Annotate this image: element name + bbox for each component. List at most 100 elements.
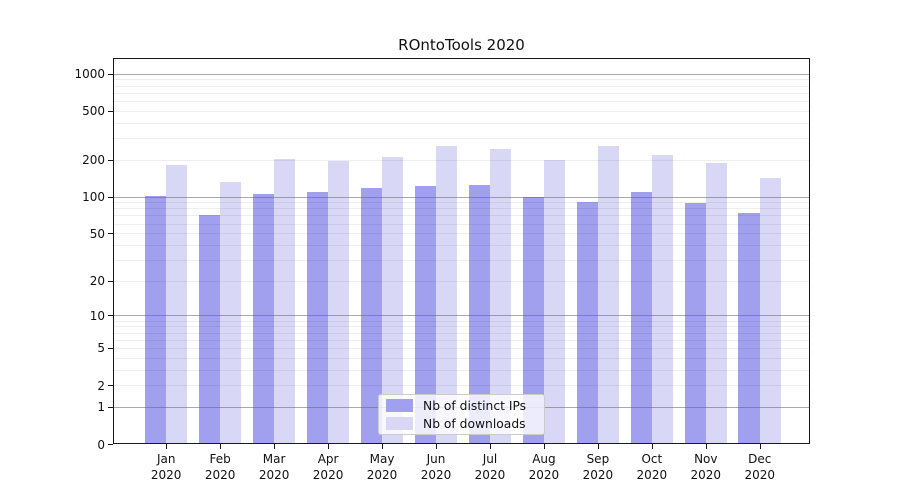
bar-distinct-ips-mar [252,194,275,444]
gridline-3 [113,369,810,371]
gridline-50 [113,233,810,235]
y-tick-label-1000: 1000 [74,67,105,82]
x-tick-dec [759,444,761,449]
y-tick-5 [108,347,113,349]
bar-distinct-ips-oct [630,192,652,444]
gridline-20 [113,280,810,282]
gridline-2 [113,385,810,387]
bar-downloads-dec [759,178,782,444]
x-tick-label-sep: Sep 2020 [582,452,614,482]
y-tick-0 [108,444,113,445]
y-tick-10 [108,315,113,317]
bar-downloads-jul [489,149,512,444]
x-tick-label-mar: Mar 2020 [258,452,290,482]
y-tick-200 [108,159,113,161]
x-tick-may [382,444,384,449]
x-tick-label-apr: Apr 2020 [312,452,344,482]
gridline-5 [113,347,810,349]
x-tick-jul [489,444,491,449]
y-tick-label-1: 1 [97,400,105,415]
gridline-800 [113,85,810,87]
bar-distinct-ips-dec [738,212,760,444]
gridline-40 [113,244,810,246]
x-tick-feb [220,444,222,449]
x-tick-apr [328,444,330,449]
gridline-600 [113,100,810,102]
x-tick-label-jan: Jan 2020 [150,452,182,482]
bar-downloads-oct [651,154,674,444]
y-tick-label-5: 5 [97,341,105,356]
x-tick-jan [166,444,168,449]
bar-distinct-ips-jun [414,186,436,444]
x-tick-label-feb: Feb 2020 [204,452,236,482]
gridline-10 [113,315,810,317]
gridline-900 [113,79,810,81]
legend-swatch-distinct-ips [386,399,413,412]
legend-item-downloads: Nb of downloads [386,416,537,431]
x-tick-label-jul: Jul 2020 [474,452,506,482]
gridline-400 [113,122,810,124]
y-tick-label-10: 10 [89,308,105,323]
gridline-8 [113,326,810,328]
bar-distinct-ips-nov [684,202,706,444]
gridline-4 [113,357,810,359]
x-tick-jun [436,444,437,449]
x-tick-label-aug: Aug 2020 [528,452,560,482]
legend: Nb of distinct IPs Nb of downloads [378,394,545,435]
bar-distinct-ips-feb [198,215,221,444]
y-tick-label-0: 0 [97,437,105,452]
y-tick-label-20: 20 [89,274,105,289]
gridline-30 [113,259,810,261]
bar-downloads-mar [274,158,296,444]
legend-swatch-downloads [386,417,413,430]
bar-downloads-feb [220,181,242,444]
bar-distinct-ips-jul [468,185,490,444]
x-tick-mar [274,444,276,449]
y-tick-label-200: 200 [82,153,105,168]
legend-item-distinct-ips: Nb of distinct IPs [386,398,537,413]
y-tick-1000 [108,73,113,75]
x-tick-label-dec: Dec 2020 [744,452,776,482]
gridline-700 [113,92,810,94]
x-tick-sep [597,444,599,449]
y-tick-1 [108,406,113,408]
y-tick-500 [108,110,113,112]
legend-label-downloads: Nb of downloads [423,416,526,431]
gridline-6 [113,339,810,341]
gridline-9 [113,320,810,322]
bar-distinct-ips-aug [522,196,544,444]
y-tick-2 [108,385,113,387]
gridline-60 [113,223,810,225]
y-tick-20 [108,280,113,282]
y-tick-label-100: 100 [82,190,105,205]
bar-downloads-nov [705,162,728,444]
x-tick-nov [705,444,707,449]
x-tick-aug [543,444,545,449]
gridline-7 [113,332,810,334]
gridline-1000 [113,73,810,75]
bar-downloads-aug [543,160,566,444]
bar-distinct-ips-apr [306,191,329,444]
chart-title: ROntoTools 2020 [398,36,525,54]
bar-downloads-sep [597,146,620,444]
y-tick-label-2: 2 [97,378,105,393]
x-tick-label-jun: Jun 2020 [420,452,452,482]
bar-distinct-ips-sep [576,201,598,444]
bar-downloads-jun [436,146,458,444]
bar-downloads-jan [166,164,188,444]
gridline-500 [113,110,810,112]
bar-downloads-apr [328,160,350,444]
gridline-90 [113,202,810,204]
y-tick-100 [108,196,113,198]
y-tick-label-500: 500 [82,104,105,119]
y-tick-label-50: 50 [89,226,105,241]
gridline-200 [113,159,810,161]
x-tick-label-oct: Oct 2020 [636,452,668,482]
x-tick-label-may: May 2020 [366,452,398,482]
x-tick-label-nov: Nov 2020 [690,452,722,482]
legend-label-distinct-ips: Nb of distinct IPs [423,398,527,413]
gridline-100 [113,196,810,198]
gridline-70 [113,215,810,217]
gridline-80 [113,208,810,210]
